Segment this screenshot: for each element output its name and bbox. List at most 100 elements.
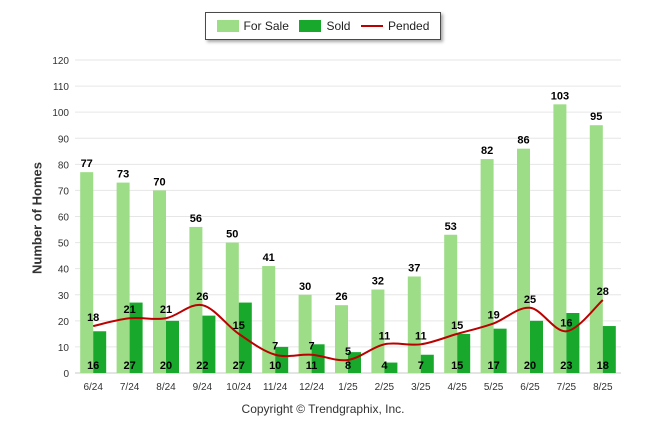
y-tick-label: 120 (52, 56, 69, 67)
bar-for-sale (444, 234, 458, 373)
legend-item-sold[interactable]: Sold (299, 19, 350, 33)
x-tick-label: 10/24 (226, 382, 251, 393)
label-for-sale: 50 (226, 229, 238, 241)
bar-for-sale (80, 172, 94, 373)
label-sold: 20 (160, 360, 172, 372)
bar-for-sale (589, 125, 603, 373)
label-pended: 11 (415, 330, 427, 342)
x-tick-label: 11/24 (263, 382, 288, 393)
bar-for-sale (225, 242, 239, 373)
label-sold: 16 (87, 360, 99, 372)
label-sold: 22 (196, 360, 208, 372)
bars (80, 104, 616, 373)
bar-for-sale (262, 266, 276, 373)
bar-sold (129, 302, 143, 373)
for-sale-swatch (216, 20, 239, 32)
bar-for-sale (153, 190, 166, 373)
y-tick-label: 60 (58, 213, 70, 224)
label-sold: 27 (233, 360, 245, 372)
label-for-sale: 37 (408, 262, 420, 274)
pended-line (92, 299, 604, 362)
x-tick-label: 7/24 (120, 382, 140, 393)
label-for-sale: 73 (117, 169, 129, 181)
sold-swatch (299, 20, 322, 32)
bar-sold (530, 320, 543, 373)
bar-sold (93, 331, 107, 373)
label-sold: 8 (345, 360, 351, 372)
x-tick-label: 12/24 (299, 382, 324, 393)
label-pended: 11 (379, 330, 391, 342)
label-for-sale: 82 (481, 145, 493, 157)
legend-label-sold: Sold (326, 19, 351, 33)
label-for-sale: 95 (590, 111, 602, 123)
bar-sold (602, 326, 616, 373)
y-tick-label: 0 (63, 369, 69, 380)
y-tick-label: 80 (58, 160, 70, 171)
copyright-text: Copyright © Trendgraphix, Inc. (241, 402, 405, 416)
label-sold: 11 (306, 360, 318, 372)
label-for-sale: 53 (445, 221, 457, 233)
x-tick-label: 4/25 (447, 382, 467, 393)
bar-for-sale (335, 305, 348, 373)
label-pended: 26 (196, 291, 208, 303)
label-pended: 19 (487, 309, 499, 321)
label-sold: 23 (560, 360, 572, 372)
x-tick-label: 9/24 (193, 382, 213, 393)
x-tick-label: 5/25 (484, 382, 504, 393)
y-tick-labels: 0 10 20 30 40 50 60 70 80 90 100 110 120 (52, 56, 69, 380)
x-tick-label: 6/25 (520, 382, 540, 393)
label-pended: 7 (309, 341, 315, 353)
x-tick-label: 3/25 (411, 382, 431, 393)
x-tick-label: 8/24 (156, 382, 176, 393)
label-pended: 16 (560, 317, 572, 329)
y-tick-label: 30 (58, 291, 70, 302)
x-tick-label: 1/25 (338, 382, 358, 393)
label-sold: 10 (269, 360, 281, 372)
label-for-sale: 41 (263, 252, 275, 264)
data-labels: 7716187327217020215622265027154110730117… (81, 90, 609, 372)
y-tick-label: 20 (58, 317, 70, 328)
bar-for-sale (189, 226, 203, 373)
legend-label-for-sale: For Sale (243, 19, 289, 33)
pended-swatch (361, 25, 384, 27)
label-pended: 15 (233, 320, 245, 332)
label-for-sale: 70 (153, 176, 165, 188)
legend-item-pended[interactable]: Pended (361, 19, 429, 33)
label-pended: 7 (272, 341, 278, 353)
legend-label-pended: Pended (388, 19, 430, 33)
label-for-sale: 103 (551, 90, 569, 102)
bar-sold (457, 333, 471, 373)
y-tick-label: 100 (52, 108, 69, 119)
label-for-sale: 77 (81, 158, 93, 170)
pended-line-layer (92, 299, 604, 362)
legend: For Sale Sold Pended (205, 12, 441, 40)
x-tick-labels: 6/24 7/24 8/24 9/24 10/24 11/24 12/24 1/25 2/25 3… (83, 382, 613, 393)
x-tick-label: 8/25 (593, 382, 613, 393)
label-pended: 18 (87, 312, 99, 324)
label-sold: 18 (597, 360, 609, 372)
bar-sold (166, 320, 179, 373)
bar-sold (384, 362, 398, 373)
bar-for-sale (371, 289, 385, 373)
label-pended: 25 (524, 294, 536, 306)
y-tick-label: 90 (58, 134, 70, 145)
label-for-sale: 56 (190, 213, 202, 225)
y-tick-label: 40 (58, 265, 70, 276)
y-axis-label: Number of Homes (29, 162, 45, 274)
bar-for-sale (517, 148, 530, 373)
y-tick-label: 50 (58, 239, 70, 250)
bar-sold (311, 344, 325, 373)
legend-item-for-sale[interactable]: For Sale (216, 19, 289, 33)
x-tick-label: 2/25 (375, 382, 395, 393)
label-pended: 21 (123, 304, 135, 316)
bar-sold (275, 346, 289, 373)
x-tick-label: 7/25 (557, 382, 577, 393)
label-sold: 7 (418, 360, 424, 372)
label-sold: 17 (487, 360, 499, 372)
label-sold: 27 (123, 360, 135, 372)
y-tick-label: 110 (53, 82, 69, 93)
bar-sold (420, 354, 434, 373)
label-for-sale: 86 (517, 135, 529, 147)
label-pended: 21 (160, 304, 172, 316)
